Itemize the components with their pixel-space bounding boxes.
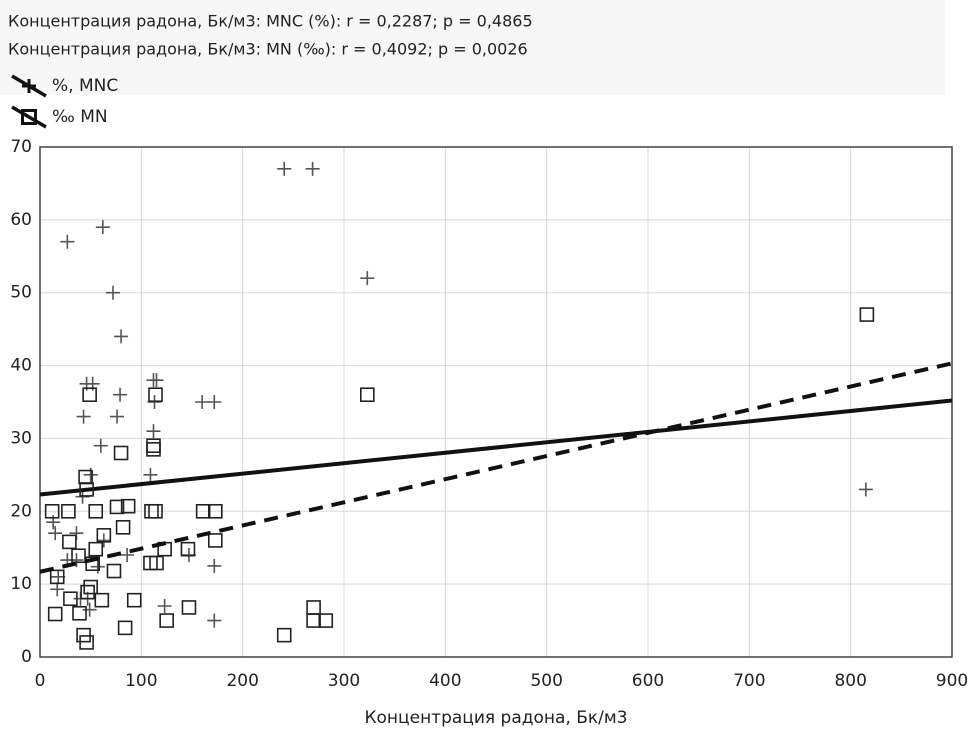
point (83, 579, 98, 595)
point (94, 592, 110, 608)
point (105, 285, 120, 300)
y-tick-label: 0 (21, 647, 32, 667)
point (180, 541, 196, 557)
point (60, 234, 75, 249)
point (90, 559, 105, 574)
point (859, 307, 875, 322)
point (109, 499, 125, 515)
point (44, 503, 60, 519)
point (80, 584, 95, 600)
point (49, 569, 65, 585)
y-tick-label: 40 (10, 356, 32, 376)
x-tick-label: 800 (834, 671, 866, 691)
point (88, 541, 104, 557)
point (146, 442, 161, 457)
point (157, 599, 172, 613)
x-tick-label: 600 (632, 671, 664, 691)
point (149, 555, 164, 571)
point (305, 161, 320, 176)
y-tick-label: 60 (10, 210, 32, 230)
y-tick-label: 30 (10, 428, 32, 448)
legend-marker (22, 79, 36, 93)
point (858, 482, 873, 497)
legend-line-icon (11, 105, 47, 129)
point (88, 503, 104, 519)
x-tick-label: 100 (125, 671, 157, 691)
point (48, 526, 63, 541)
point (207, 613, 222, 628)
legend-line: Концентрация радона, Бк/м3: MN (‰): r = … (8, 40, 528, 59)
fit-line (39, 361, 953, 574)
point (276, 627, 292, 643)
point (72, 605, 87, 621)
point (306, 613, 321, 628)
point (148, 387, 163, 403)
point (277, 161, 292, 176)
point (117, 620, 133, 636)
point (149, 373, 164, 388)
point (50, 582, 65, 597)
point (120, 548, 135, 562)
y-tick-label: 20 (10, 501, 32, 521)
point (110, 409, 125, 424)
point (71, 548, 86, 564)
point (82, 387, 97, 403)
y-tick-label: 70 (10, 137, 32, 157)
x-tick-label: 400 (429, 671, 461, 691)
x-tick-label: 0 (35, 671, 46, 691)
point (82, 602, 97, 617)
point (93, 438, 108, 453)
point (208, 503, 223, 519)
point (143, 467, 158, 482)
point (76, 409, 91, 424)
point (126, 592, 142, 608)
point (181, 600, 197, 615)
point (79, 635, 94, 650)
x-tick-label: 500 (530, 671, 562, 691)
point (115, 520, 131, 535)
point (208, 533, 223, 548)
x-tick-label: 300 (328, 671, 360, 691)
point (96, 533, 111, 548)
point (47, 606, 63, 622)
legend-marker (21, 109, 37, 125)
point (85, 556, 100, 572)
point (95, 220, 110, 235)
fit-line (39, 398, 953, 497)
y-tick-label: 10 (10, 574, 32, 594)
y-tick-label: 50 (10, 283, 32, 303)
legend-label: %, MNC (52, 76, 118, 96)
x-tick-label: 200 (226, 671, 258, 691)
point (51, 569, 66, 584)
legend-box (0, 0, 945, 95)
point (113, 445, 129, 461)
point (79, 482, 94, 497)
point (195, 503, 211, 519)
point (96, 528, 112, 543)
legend-line: Концентрация радона, Бк/м3: MNC (%): r =… (8, 12, 533, 31)
x-tick-label: 900 (936, 671, 968, 691)
point (360, 271, 375, 286)
point (318, 613, 334, 628)
legend-label: ‰ MN (52, 107, 108, 127)
point (195, 395, 210, 409)
point (113, 387, 128, 402)
point (146, 424, 161, 439)
point (62, 534, 77, 550)
point (148, 503, 163, 519)
x-axis-label: Концентрация радона, Бк/м3 (364, 708, 627, 728)
point (63, 591, 78, 607)
point (114, 329, 129, 344)
point (360, 387, 375, 403)
point (106, 563, 122, 579)
point (120, 498, 136, 514)
point (207, 558, 222, 573)
point (159, 613, 174, 628)
x-tick-label: 700 (733, 671, 765, 691)
point (207, 395, 222, 409)
point (61, 503, 76, 519)
